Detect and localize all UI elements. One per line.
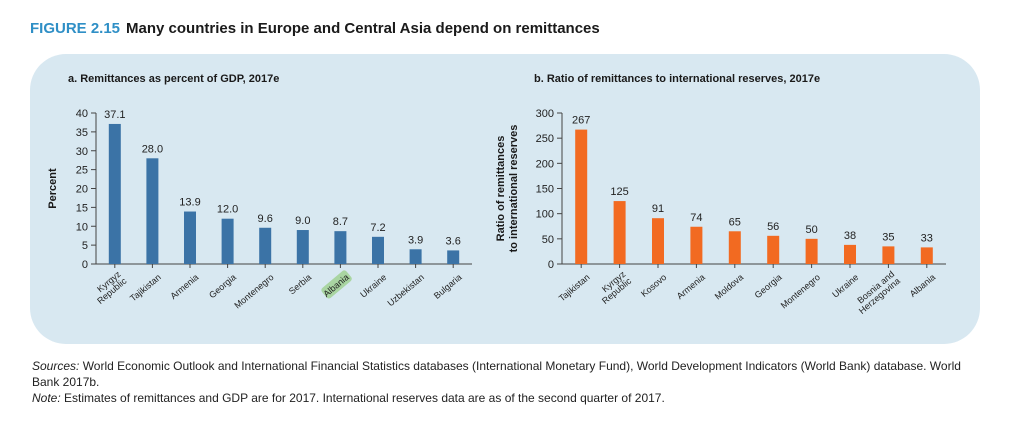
x-tick-label: Bulgaria: [432, 272, 464, 301]
value-label: 91: [652, 203, 664, 215]
y-axis-label: Ratio of remittancesto international res…: [495, 125, 520, 253]
bar: [728, 231, 741, 264]
x-tick-label: Georgia: [207, 272, 238, 300]
value-label: 9.0: [295, 215, 310, 227]
value-label: 35: [882, 231, 894, 243]
note-label: Note:: [32, 391, 61, 405]
bar: [690, 226, 703, 264]
bar: [146, 158, 159, 264]
value-label: 38: [844, 230, 856, 242]
bar: [221, 218, 234, 264]
bar: [259, 227, 272, 264]
y-tick-label: 20: [76, 184, 88, 196]
x-tick-label: Ukraine: [358, 272, 388, 300]
y-tick-label: 100: [536, 209, 554, 221]
sources-text: World Economic Outlook and International…: [32, 359, 961, 389]
y-tick-label: 35: [76, 127, 88, 139]
x-tick-label: Uzbekistan: [385, 272, 426, 308]
bar: [920, 247, 933, 264]
y-tick-label: 250: [536, 133, 554, 145]
bar: [447, 250, 460, 264]
sources-label: Sources:: [32, 359, 80, 373]
x-tick-label: Albania: [908, 272, 937, 299]
value-label: 33: [921, 232, 933, 244]
x-tick-label: Georgia: [753, 272, 784, 300]
value-label: 12.0: [217, 204, 238, 216]
value-label: 13.9: [179, 197, 200, 209]
chart-panel-background: [30, 54, 980, 344]
x-tick-label: Tajikistan: [128, 272, 163, 303]
value-label: 3.9: [408, 234, 423, 246]
chart-title: b. Ratio of remittances to international…: [534, 73, 820, 85]
y-axis-label-line: to international reserves: [508, 125, 520, 253]
y-tick-label: 25: [76, 165, 88, 177]
value-label: 74: [690, 212, 702, 224]
figure-footer: Sources: World Economic Outlook and Inte…: [32, 358, 987, 406]
value-label: 9.6: [258, 213, 273, 225]
bar: [575, 129, 588, 264]
bar: [652, 218, 664, 264]
x-tick-label: Ukraine: [830, 272, 860, 300]
note: Note: Estimates of remittances and GDP a…: [32, 390, 987, 406]
bar: [767, 235, 780, 264]
bar: [805, 238, 818, 264]
figure-number: FIGURE 2.15: [30, 20, 121, 37]
bar: [296, 230, 309, 264]
x-tick-label: Armenia: [675, 272, 707, 301]
x-tick-label: KyrgyzRepublic: [89, 269, 128, 306]
x-tick-label: Kosovo: [639, 272, 668, 299]
y-tick-label: 50: [542, 234, 554, 246]
x-tick-label: Serbia: [287, 272, 313, 296]
x-tick-label: Bosnia andHerzegovina: [851, 269, 902, 316]
x-tick-label: Armenia: [168, 272, 200, 301]
bar: [372, 236, 384, 264]
y-tick-label: 30: [76, 146, 88, 158]
bar: [334, 231, 347, 264]
bar: [844, 244, 856, 264]
note-text: Estimates of remittances and GDP are for…: [60, 391, 665, 405]
value-label: 8.7: [333, 216, 348, 228]
bar: [184, 211, 196, 264]
value-label: 7.2: [370, 222, 385, 234]
x-tick-label: Montenegro: [779, 272, 822, 311]
x-tick-label: Moldova: [713, 272, 745, 302]
category-highlight: [321, 270, 352, 299]
figure-title: FIGURE 2.15 Many countries in Europe and …: [30, 20, 600, 37]
x-tick-label: Tajikistan: [557, 272, 592, 303]
x-tick-label: Montenegro: [232, 272, 275, 311]
y-tick-label: 0: [548, 259, 554, 271]
value-label: 267: [572, 115, 590, 127]
y-tick-label: 150: [536, 184, 554, 196]
y-tick-label: 300: [536, 108, 554, 120]
y-tick-label: 40: [76, 108, 88, 120]
y-axis-label: Percent: [47, 168, 59, 209]
figure-title-text: Many countries in Europe and Central Asi…: [126, 20, 600, 37]
value-label: 28.0: [142, 143, 163, 155]
value-label: 56: [767, 221, 779, 233]
bar: [108, 123, 121, 264]
y-tick-label: 5: [82, 240, 88, 252]
value-label: 125: [610, 186, 628, 198]
bar: [882, 246, 895, 264]
y-tick-label: 15: [76, 202, 88, 214]
bar: [613, 201, 626, 264]
y-tick-label: 0: [82, 259, 88, 271]
value-label: 37.1: [104, 109, 125, 121]
value-label: 50: [805, 224, 817, 236]
sources-note: Sources: World Economic Outlook and Inte…: [32, 358, 987, 390]
value-label: 65: [729, 216, 741, 228]
bar: [409, 249, 422, 264]
y-tick-label: 10: [76, 221, 88, 233]
y-axis-label-line: Ratio of remittances: [495, 136, 507, 242]
value-label: 3.6: [446, 235, 461, 247]
x-tick-label: KyrgyzRepublic: [594, 269, 633, 306]
chart-title: a. Remittances as percent of GDP, 2017e: [68, 73, 279, 85]
y-tick-label: 200: [536, 158, 554, 170]
